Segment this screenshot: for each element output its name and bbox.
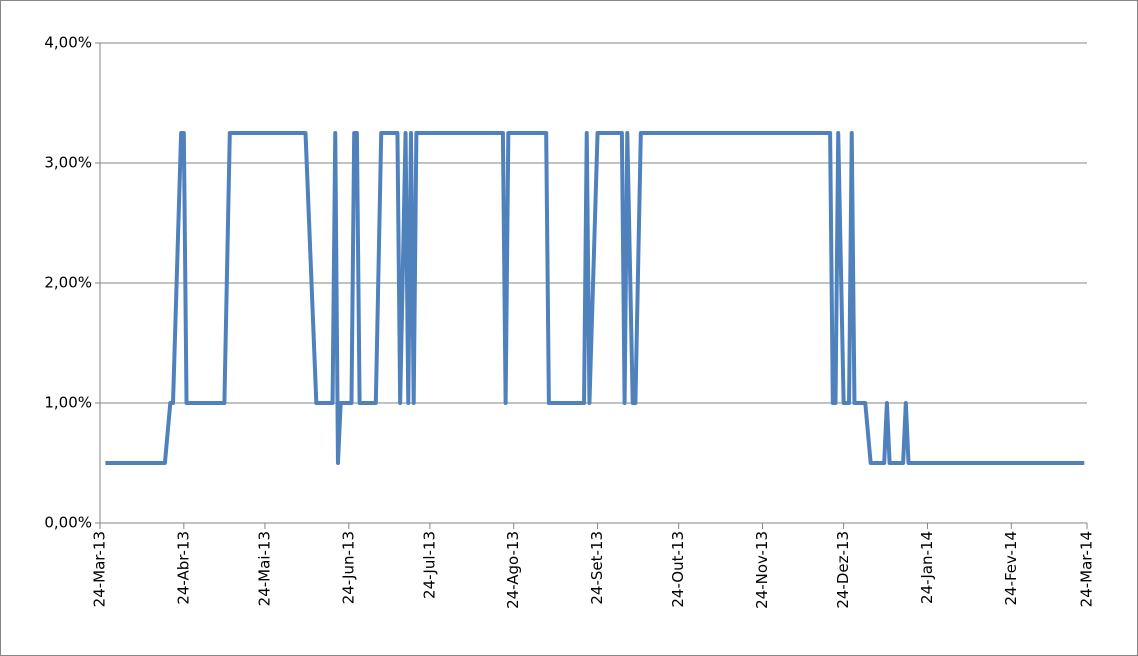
y-tick-label: 0,00% bbox=[44, 514, 92, 532]
y-tick-label: 1,00% bbox=[44, 394, 92, 412]
y-tick-label: 2,00% bbox=[44, 274, 92, 292]
line-series bbox=[105, 131, 1085, 465]
x-tick-label: 24-Dez-13 bbox=[834, 531, 852, 609]
x-tick-label: 24-Jul-13 bbox=[420, 531, 438, 599]
y-tick-label: 3,00% bbox=[44, 154, 92, 172]
x-tick-label: 24-Mar-13 bbox=[91, 531, 109, 607]
x-tick-label: 24-Mai-13 bbox=[255, 531, 273, 606]
x-tick-label: 24-Ago-13 bbox=[504, 531, 522, 609]
x-tick-label: 24-Jun-13 bbox=[339, 531, 357, 604]
x-tick-label: 24-Fev-14 bbox=[1002, 531, 1020, 606]
x-tick-label: 24-Mar-14 bbox=[1078, 531, 1096, 607]
x-tick-label: 24-Set-13 bbox=[588, 531, 606, 605]
x-tick-label: 24-Out-13 bbox=[669, 531, 687, 608]
y-tick-label: 4,00% bbox=[44, 34, 92, 52]
x-tick-label: 24-Abr-13 bbox=[174, 531, 192, 605]
x-tick-label: 24-Jan-14 bbox=[918, 531, 936, 604]
x-tick-label: 24-Nov-13 bbox=[753, 531, 771, 609]
